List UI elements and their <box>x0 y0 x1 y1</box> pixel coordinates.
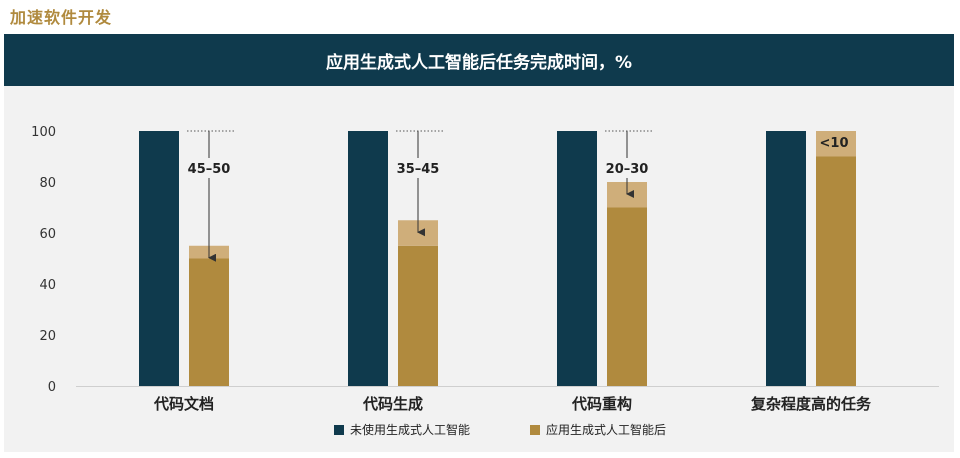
chart-panel: 应用生成式人工智能后任务完成时间，% 0 20 40 60 80 100 45–50 代码文档… <box>4 34 954 452</box>
category-label: 代码重构 <box>571 395 632 413</box>
reduction-annotation: <10 <box>820 136 849 151</box>
reduction-annotation: 45–50 <box>188 162 231 177</box>
chart-title-bar: 应用生成式人工智能后任务完成时间，% <box>4 34 954 86</box>
y-tick-label: 40 <box>39 278 56 293</box>
reduction-annotation: 20–30 <box>606 162 649 177</box>
category-label: 代码文档 <box>153 395 214 413</box>
bar-with-ai <box>189 258 229 386</box>
bar-without-ai <box>139 131 179 386</box>
page-heading: 加速软件开发 <box>10 8 113 27</box>
bar-without-ai <box>766 131 806 386</box>
legend-label-without-ai: 未使用生成式人工智能 <box>350 422 470 437</box>
legend-swatch-without-ai <box>334 425 344 435</box>
chart-title: 应用生成式人工智能后任务完成时间，% <box>325 52 633 73</box>
bar-chart: 0 20 40 60 80 100 45–50 代码文档 35–45 代码生成 20–30 代码重构 <… <box>31 125 939 437</box>
y-tick-label: 100 <box>31 125 56 140</box>
legend-swatch-with-ai <box>530 425 540 435</box>
y-tick-label: 0 <box>48 380 56 395</box>
y-tick-label: 60 <box>39 227 56 242</box>
bar-with-ai <box>607 207 647 386</box>
y-tick-label: 80 <box>39 176 56 191</box>
annotation-backdrop <box>603 158 651 178</box>
bar-with-ai <box>398 245 438 386</box>
category-label: 代码生成 <box>362 395 423 413</box>
reduction-annotation: 35–45 <box>397 162 440 177</box>
category-label: 复杂程度高的任务 <box>750 395 872 413</box>
legend-label-with-ai: 应用生成式人工智能后 <box>546 422 666 437</box>
bar-with-ai-range <box>816 131 856 157</box>
bar-with-ai <box>816 156 856 386</box>
bar-without-ai <box>557 131 597 386</box>
y-tick-label: 20 <box>39 329 56 344</box>
bar-without-ai <box>348 131 388 386</box>
annotation-backdrop <box>394 158 442 178</box>
annotation-backdrop <box>185 158 233 178</box>
